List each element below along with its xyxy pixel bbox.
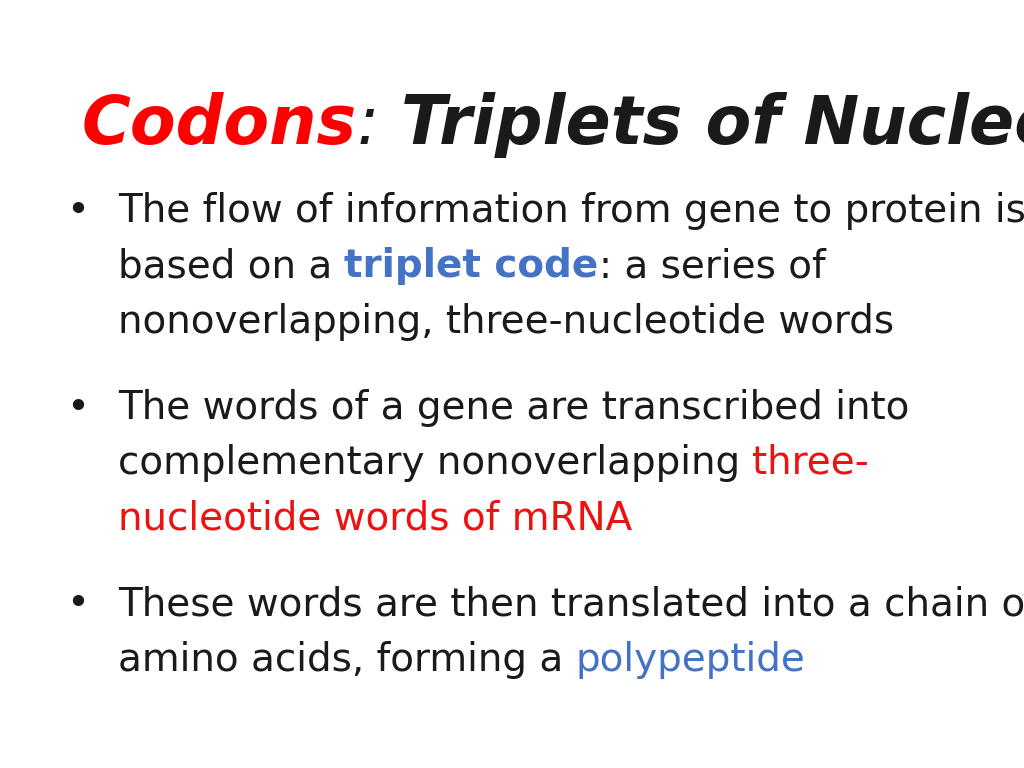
Text: •: • <box>67 389 89 426</box>
Text: triplet code: triplet code <box>344 247 599 285</box>
Text: complementary nonoverlapping: complementary nonoverlapping <box>118 444 753 482</box>
Text: based on a: based on a <box>118 247 344 285</box>
Text: amino acids, forming a: amino acids, forming a <box>118 641 575 678</box>
Text: Codons: Codons <box>82 92 357 158</box>
Text: The flow of information from gene to protein is: The flow of information from gene to pro… <box>118 192 1024 230</box>
Text: •: • <box>67 585 89 623</box>
Text: three-: three- <box>753 444 869 482</box>
Text: These words are then translated into a chain of: These words are then translated into a c… <box>118 585 1024 623</box>
Text: nucleotide words of mRNA: nucleotide words of mRNA <box>118 499 632 537</box>
Text: nonoverlapping, three-nucleotide words: nonoverlapping, three-nucleotide words <box>118 303 894 340</box>
Text: Triplets of Nucleotides: Triplets of Nucleotides <box>400 92 1024 158</box>
Text: The words of a gene are transcribed into: The words of a gene are transcribed into <box>118 389 909 426</box>
Text: : a series of: : a series of <box>599 247 825 285</box>
Text: :: : <box>357 92 400 158</box>
Text: polypeptide: polypeptide <box>575 641 805 678</box>
Text: •: • <box>67 192 89 230</box>
